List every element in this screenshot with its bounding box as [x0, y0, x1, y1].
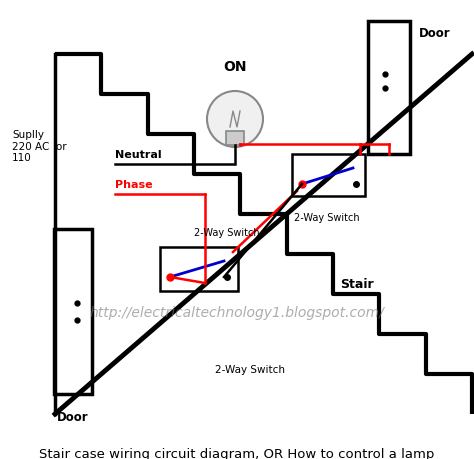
- Bar: [160, 247, 238, 291]
- Bar: [368, 22, 410, 155]
- Text: Stair case wiring circuit diagram, OR How to control a lamp
from twoplaces by tw: Stair case wiring circuit diagram, OR Ho…: [39, 447, 435, 459]
- Bar: [54, 230, 92, 394]
- Circle shape: [207, 92, 263, 148]
- Text: Suplly
220 AC  or
110: Suplly 220 AC or 110: [12, 130, 67, 163]
- Text: Stair: Stair: [340, 278, 374, 291]
- Text: 2-Way Switch: 2-Way Switch: [294, 213, 360, 223]
- Bar: [226, 132, 244, 146]
- Text: Neutral: Neutral: [115, 150, 162, 160]
- Text: 2-Way Switch: 2-Way Switch: [215, 364, 285, 374]
- Text: http://electricaltechnology1.blogspot.com/: http://electricaltechnology1.blogspot.co…: [90, 305, 384, 319]
- Bar: [292, 155, 365, 196]
- Text: Door: Door: [57, 410, 89, 423]
- Text: Door: Door: [419, 27, 451, 40]
- Text: Phase: Phase: [115, 179, 153, 190]
- Text: ON: ON: [223, 60, 247, 74]
- Text: 2-Way Switch: 2-Way Switch: [194, 228, 260, 237]
